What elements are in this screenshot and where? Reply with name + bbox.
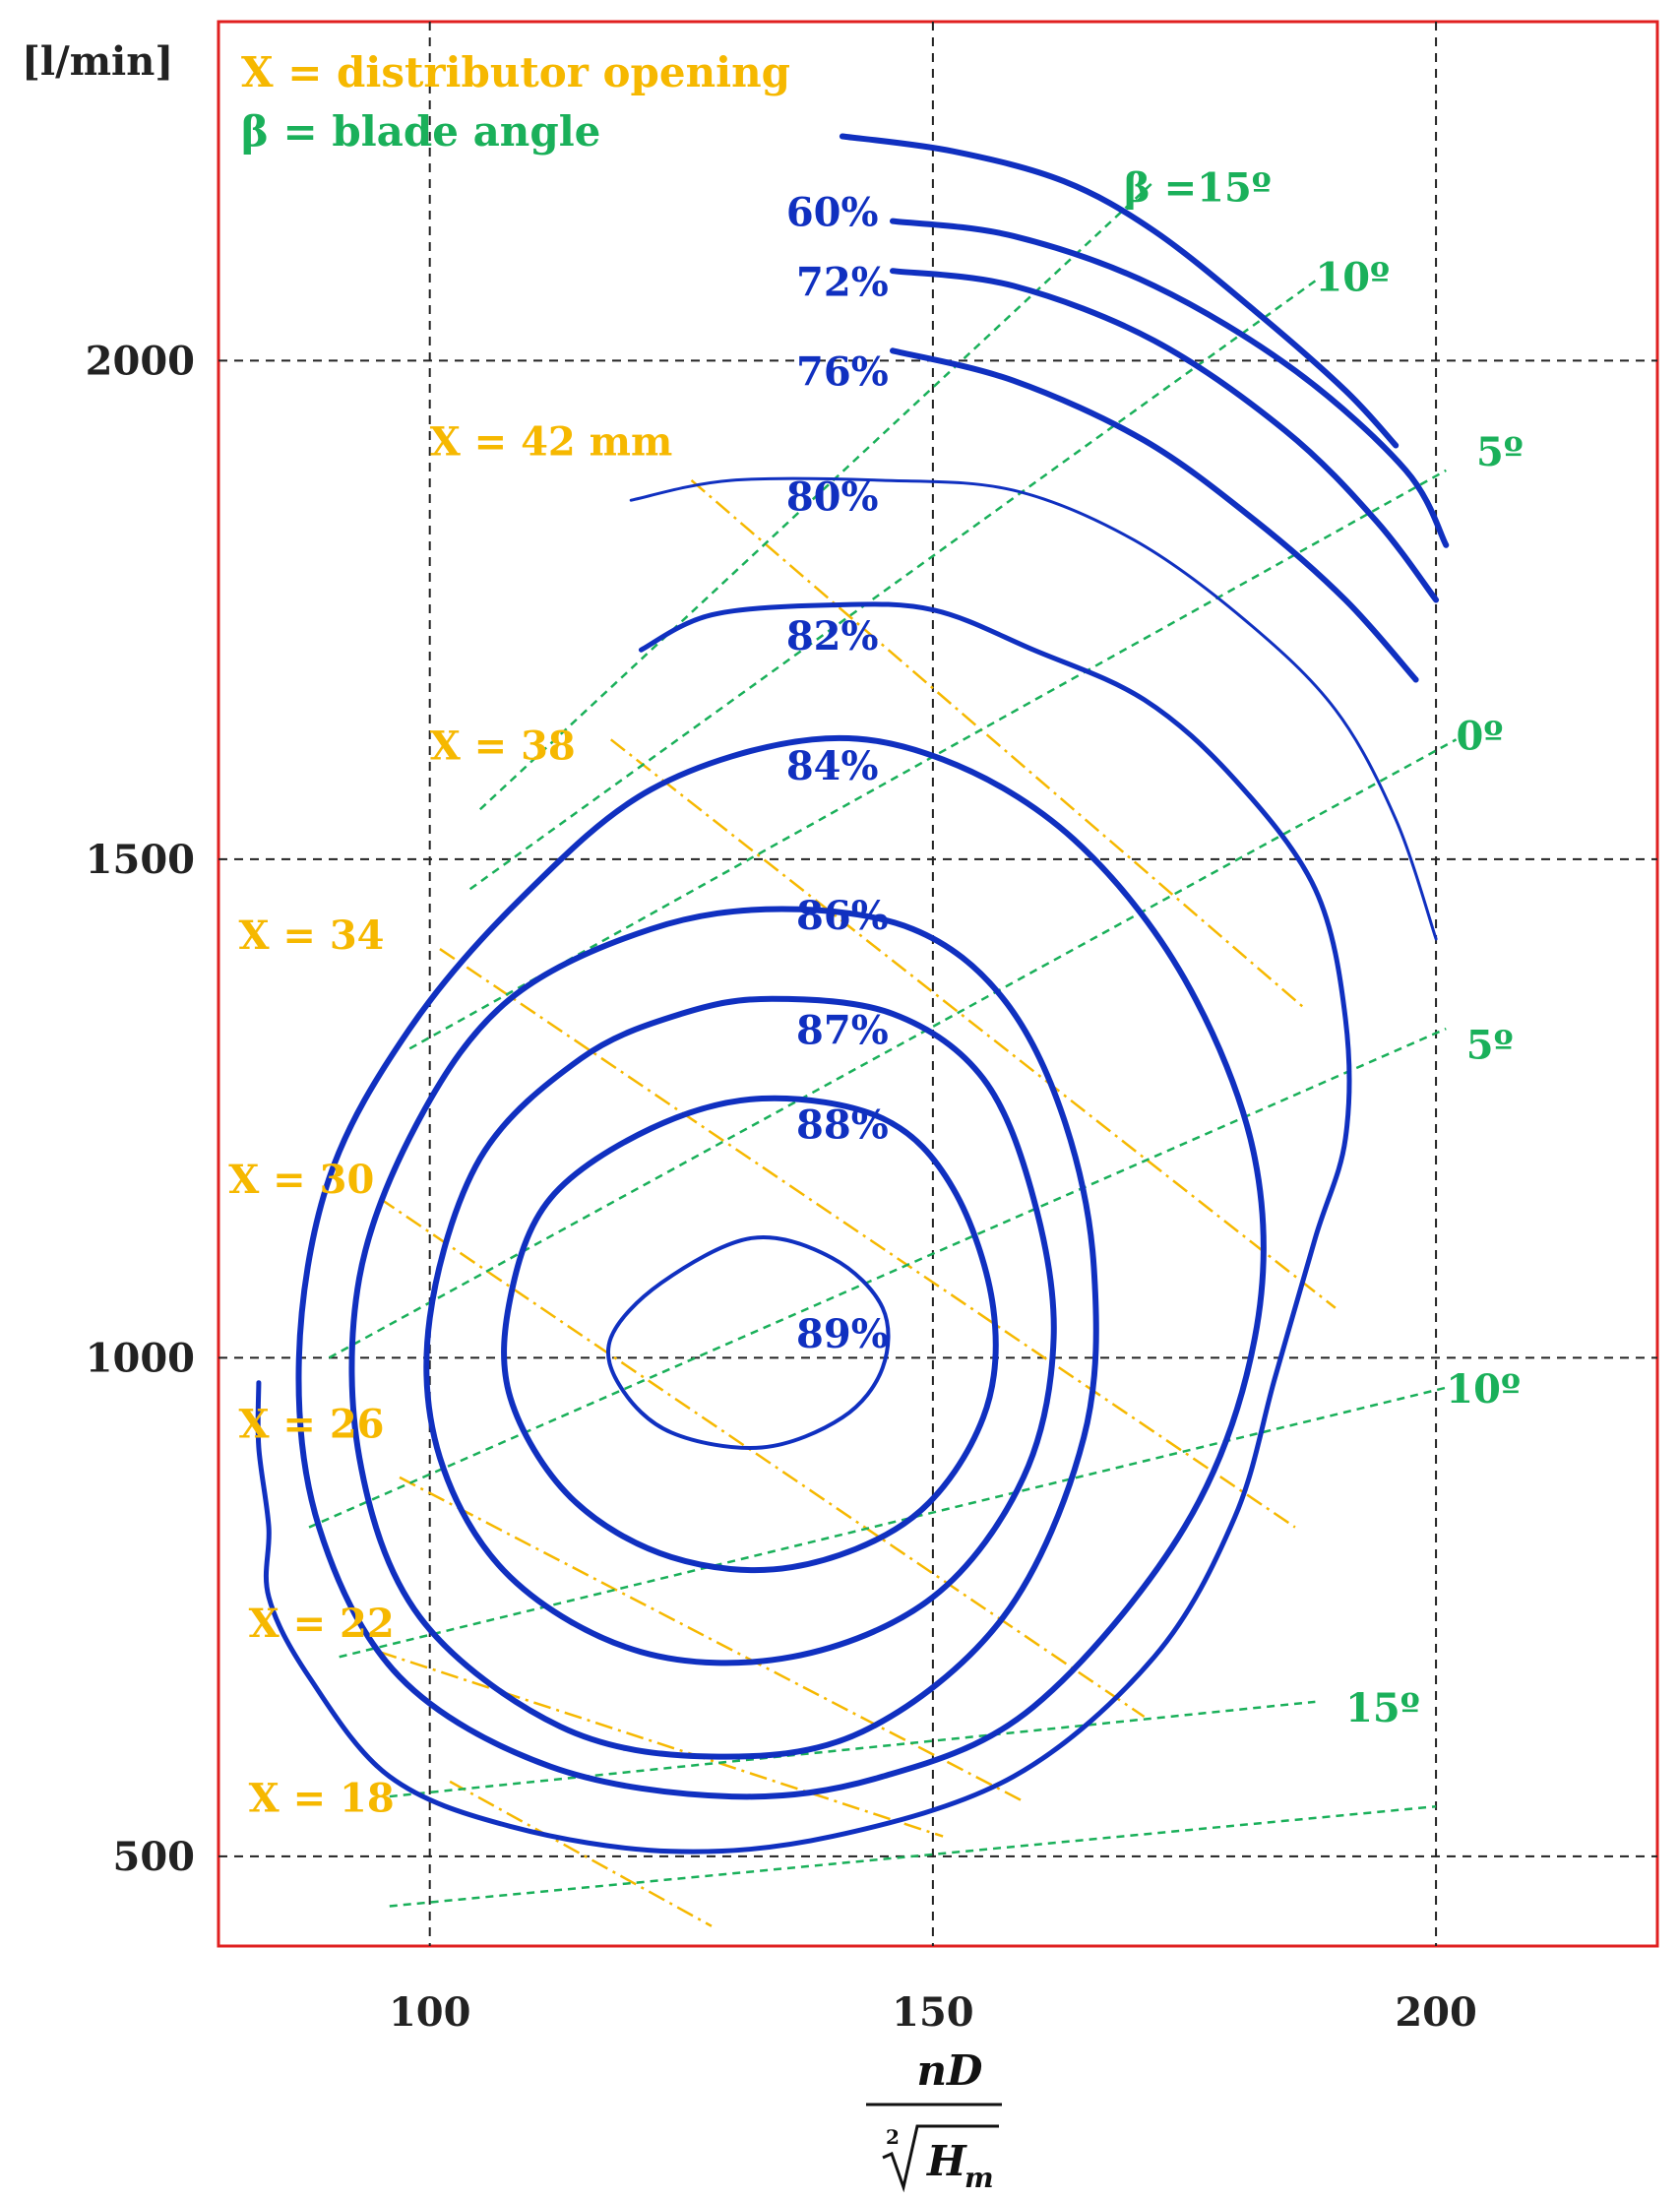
efficiency-contour-6	[629, 476, 1438, 941]
efficiency-label-0: 89%	[796, 1311, 889, 1357]
opening-line-4	[399, 1476, 1025, 1803]
opening-label-2: X = 34	[238, 912, 384, 959]
efficiency-contour-10	[839, 133, 1400, 449]
efficiency-contour-5	[255, 601, 1352, 1854]
chart-labels: X = 42 mm X = 38 X = 34 X = 30 X = 26 X = 22 X…	[228, 164, 1524, 1821]
legend-opening: X = distributor opening	[241, 48, 790, 96]
x-tick-label-150: 150	[892, 1989, 974, 2036]
efficiency-label-3: 86%	[796, 893, 889, 939]
blade-label-5: 10º	[1446, 1366, 1521, 1413]
y-tick-label-500: 500	[113, 1834, 196, 1880]
x-tick-label-200: 200	[1395, 1989, 1477, 2036]
opening-line-2	[439, 948, 1296, 1529]
efficiency-label-6: 80%	[786, 473, 879, 520]
efficiency-contour-4	[295, 734, 1267, 1800]
opening-line-1	[609, 738, 1337, 1309]
efficiency-contour-3	[348, 906, 1099, 1760]
x-label-radicand-sub: m	[964, 2162, 994, 2194]
grid-layer: 100 150 200 500 1000 1500 2000	[86, 22, 1657, 2036]
blade-line-7	[389, 1804, 1437, 1908]
blade-label-4: 5º	[1466, 1022, 1514, 1068]
efficiency-contours	[255, 133, 1450, 1854]
efficiency-contour-1	[501, 1095, 999, 1574]
blade-label-3: 0º	[1457, 713, 1504, 759]
opening-label-3: X = 30	[228, 1157, 374, 1203]
blade-line-6	[389, 1700, 1316, 1798]
efficiency-contour-2	[423, 995, 1057, 1666]
efficiency-label-9: 60%	[786, 190, 879, 236]
opening-label-1: X = 38	[430, 723, 576, 770]
plot-frame	[217, 20, 1659, 1948]
blade-label-6: 15º	[1345, 1685, 1420, 1731]
opening-label-5: X = 22	[249, 1601, 395, 1647]
opening-line-0	[690, 479, 1306, 1010]
opening-label-4: X = 26	[238, 1401, 384, 1447]
efficiency-contour-0	[605, 1235, 891, 1450]
blade-label-1: 10º	[1315, 254, 1390, 300]
efficiency-contour-8	[890, 268, 1440, 603]
opening-label-0: X = 42 mm	[430, 419, 673, 466]
legend: X = distributor opening β = blade angle	[241, 48, 790, 156]
opening-line-6	[449, 1780, 713, 1927]
blade-label-0: β =15º	[1124, 164, 1272, 211]
efficiency-label-1: 88%	[796, 1102, 889, 1149]
x-axis-label: nD 2 H m	[866, 2046, 1002, 2194]
blade-line-4	[308, 1027, 1447, 1529]
y-tick-label-1500: 1500	[86, 837, 195, 883]
x-label-numerator: nD	[917, 2046, 984, 2095]
blade-line-2	[408, 469, 1447, 1050]
blade-line-0	[478, 180, 1155, 811]
blade-line-5	[339, 1386, 1447, 1659]
blade-angle-lines	[308, 180, 1458, 1908]
opening-label-6: X = 18	[249, 1775, 395, 1821]
y-tick-label-2000: 2000	[86, 338, 195, 384]
efficiency-label-2: 87%	[796, 1007, 889, 1053]
efficiency-contour-7	[890, 347, 1419, 683]
y-axis-label: [l/min]	[22, 38, 173, 85]
y-tick-label-1000: 1000	[86, 1335, 195, 1381]
distributor-opening-lines	[378, 479, 1337, 1927]
blade-label-2: 5º	[1476, 429, 1524, 475]
blade-line-3	[328, 738, 1458, 1359]
efficiency-contour-9	[890, 218, 1450, 548]
efficiency-label-5: 82%	[786, 613, 879, 660]
x-label-radical	[882, 2124, 999, 2193]
opening-line-5	[379, 1650, 944, 1838]
x-label-radicand: H	[926, 2137, 967, 2185]
legend-blade: β = blade angle	[241, 107, 600, 156]
efficiency-label-4: 84%	[786, 743, 879, 789]
x-tick-label-100: 100	[389, 1989, 471, 2036]
efficiency-label-7: 76%	[796, 349, 889, 396]
x-label-root-index: 2	[886, 2125, 900, 2149]
efficiency-label-8: 72%	[796, 260, 889, 306]
opening-line-3	[378, 1197, 1146, 1719]
